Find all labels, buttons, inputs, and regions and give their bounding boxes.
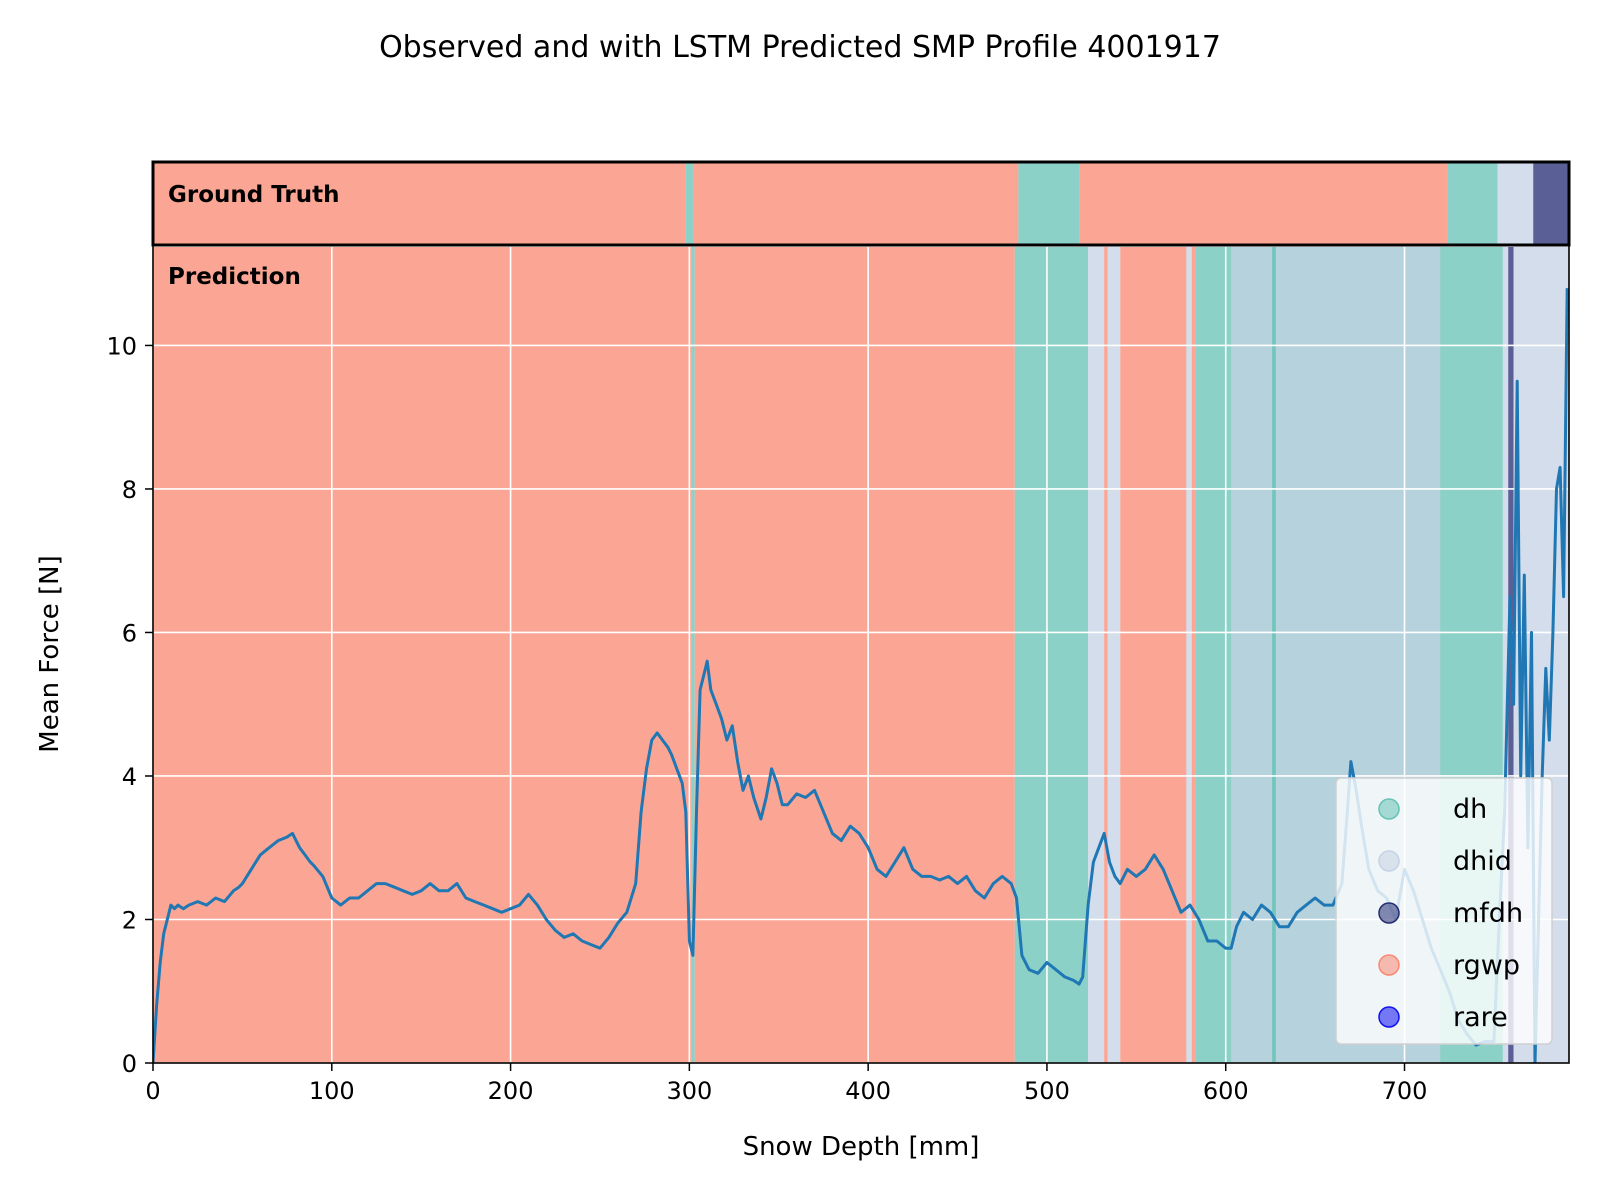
- y-tick-label: 4: [122, 763, 137, 791]
- x-axis: 0 100 200 300 400 500 600 700: [145, 1063, 1427, 1105]
- y-axis-label: Mean Force [N]: [35, 555, 65, 752]
- prediction-segment-dh: [1014, 247, 1089, 1063]
- grid: [153, 247, 1569, 1063]
- legend-label-rare: rare: [1453, 1002, 1508, 1033]
- legend-label-rgwp: rgwp: [1453, 950, 1520, 981]
- ground-truth-segment-dhid: [1497, 162, 1534, 245]
- prediction-segment-rgwp: [1191, 247, 1196, 1063]
- y-tick-label: 8: [122, 476, 137, 504]
- x-tick-label: 0: [145, 1077, 160, 1105]
- x-axis-label: Snow Depth [mm]: [743, 1132, 980, 1162]
- y-tick-label: 2: [122, 906, 137, 934]
- prediction-segment-rgwp: [1120, 247, 1187, 1063]
- legend-marker-dhid: [1378, 850, 1400, 872]
- y-tick-label: 6: [122, 619, 137, 647]
- prediction-segment-dhid: [1088, 247, 1105, 1063]
- prediction-segment-rgwp: [694, 247, 1015, 1063]
- prediction-segment-rgwp: [1104, 247, 1108, 1063]
- legend-marker-rgwp: [1378, 954, 1400, 976]
- prediction-segment-dhid: [1502, 247, 1509, 1063]
- ground-truth-segment-dh: [1447, 162, 1498, 245]
- x-tick-label: 600: [1203, 1077, 1249, 1105]
- legend-label-mfdh: mfdh: [1453, 898, 1523, 929]
- x-tick-label: 200: [488, 1077, 534, 1105]
- ground-truth-segment-rgwp: [692, 162, 1019, 245]
- x-tick-label: 500: [1024, 1077, 1070, 1105]
- y-tick-label: 0: [122, 1050, 137, 1078]
- chart-title: Observed and with LSTM Predicted SMP Pro…: [379, 30, 1221, 65]
- prediction-segment-dh: [691, 247, 695, 1063]
- legend-box: [1335, 777, 1553, 1045]
- legend-marker-rare: [1378, 1006, 1400, 1028]
- legend-marker-mfdh: [1378, 902, 1400, 924]
- ground-truth-strip: [153, 162, 1569, 245]
- legend-marker-dh: [1378, 798, 1400, 820]
- ground-truth-segment-dh: [1018, 162, 1080, 245]
- prediction-segment-rgwp: [153, 247, 692, 1063]
- ground-truth-segment-dh: [685, 162, 693, 245]
- plot-frame: [152, 244, 1570, 1064]
- ground-truth-segment-rgwp: [1079, 162, 1448, 245]
- prediction-segment-dhid: [1186, 247, 1192, 1063]
- x-tick-label: 100: [309, 1077, 355, 1105]
- ground-truth-label: Ground Truth: [168, 182, 340, 208]
- ground-truth-segment-mfdh: [1533, 162, 1569, 245]
- legend-label-dh: dh: [1453, 794, 1487, 825]
- legend: dh dhid mfdh rgwp rare: [1335, 777, 1553, 1045]
- prediction-segment-dh: [1272, 247, 1276, 1063]
- ground-truth-segment-rgwp: [153, 162, 686, 245]
- y-axis: 0 2 4 6 8 10: [106, 332, 153, 1078]
- x-tick-label: 300: [666, 1077, 712, 1105]
- x-tick-label: 700: [1382, 1077, 1428, 1105]
- prediction-segment-dhid: [1231, 247, 1273, 1063]
- y-tick-label: 10: [106, 332, 137, 360]
- legend-label-dhid: dhid: [1453, 846, 1512, 877]
- prediction-label: Prediction: [168, 264, 301, 290]
- prediction-segment-dhid: [1107, 247, 1121, 1063]
- x-tick-label: 400: [845, 1077, 891, 1105]
